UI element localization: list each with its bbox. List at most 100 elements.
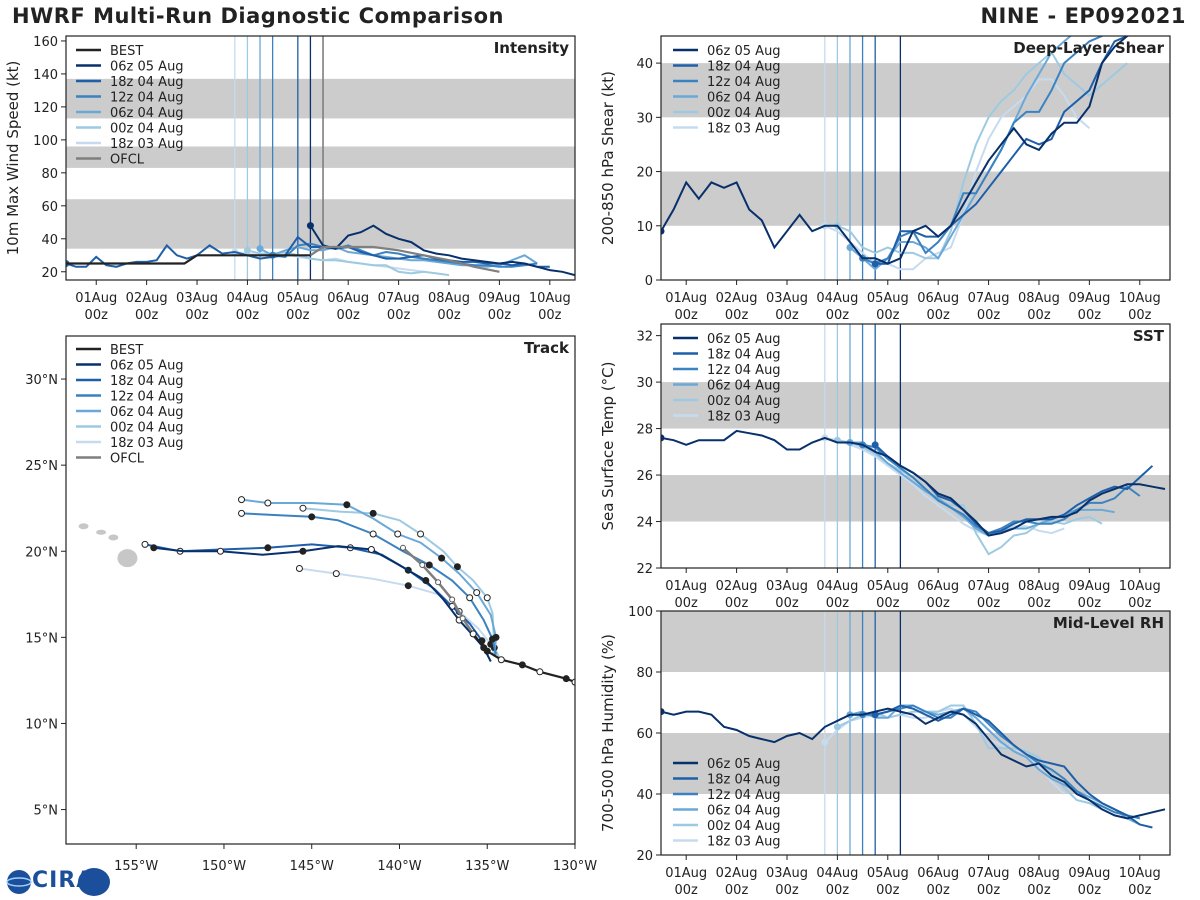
shear-series-3 bbox=[849, 36, 1073, 271]
sst-xtick-label: 10Aug bbox=[1119, 579, 1161, 594]
intensity-xtick-label: 00z bbox=[185, 308, 209, 323]
track-point bbox=[295, 564, 303, 572]
track-ofcl-point bbox=[435, 579, 442, 586]
sst-ytick-label: 26 bbox=[636, 469, 653, 484]
rh-xtick-label: 08Aug bbox=[1018, 866, 1060, 881]
island-shape bbox=[108, 534, 119, 541]
rh-xtick-label: 00z bbox=[926, 883, 950, 898]
shear-series-start-1 bbox=[871, 260, 879, 268]
shear-series-start-0 bbox=[661, 227, 665, 235]
shear-ytick-label: 40 bbox=[636, 57, 653, 72]
track-point bbox=[369, 509, 377, 517]
intensity-xtick-label: 00z bbox=[488, 308, 512, 323]
sst-series-0 bbox=[661, 429, 1166, 537]
sst-xtick-label: 00z bbox=[826, 596, 850, 611]
rh-xtick-label: 00z bbox=[725, 883, 749, 898]
track-point bbox=[264, 544, 272, 552]
shear-xtick-label: 09Aug bbox=[1068, 291, 1110, 306]
intensity-xtick-label: 03Aug bbox=[176, 291, 218, 306]
legend-label: OFCL bbox=[110, 153, 145, 168]
shear-xtick-label: 08Aug bbox=[1018, 291, 1060, 306]
legend-label: 00z 04 Aug bbox=[707, 819, 781, 834]
shear-band bbox=[661, 63, 1170, 118]
sst-xtick-label: 00z bbox=[876, 596, 900, 611]
intensity-title: Intensity bbox=[494, 39, 570, 57]
legend-label: 00z 04 Aug bbox=[707, 106, 781, 121]
rh-title: Mid-Level RH bbox=[1053, 614, 1164, 632]
sst-xtick-label: 02Aug bbox=[716, 579, 758, 594]
panel-sst: 22 24 26 28 30 32 01Aug 00z 02Aug 00z 03Aug 00z 04Au… bbox=[599, 323, 1171, 611]
legend-label: BEST bbox=[110, 343, 143, 358]
intensity-xtick-label: 00z bbox=[135, 308, 159, 323]
rh-xtick-label: 01Aug bbox=[665, 866, 707, 881]
intensity-frame bbox=[65, 35, 576, 281]
rh-xtick-label: 00z bbox=[876, 883, 900, 898]
rh-band bbox=[661, 611, 1170, 672]
rh-xtick-label: 07Aug bbox=[968, 866, 1010, 881]
intensity-xtick-label: 00z bbox=[286, 308, 310, 323]
track-series-2 bbox=[241, 512, 497, 655]
rh-xtick-label: 03Aug bbox=[766, 866, 808, 881]
track-point bbox=[367, 546, 375, 554]
legend-label: 06z 05 Aug bbox=[707, 44, 781, 59]
shear-xtick-label: 03Aug bbox=[766, 291, 808, 306]
intensity-ytick-label: 160 bbox=[33, 35, 58, 50]
intensity-xtick-label: 06Aug bbox=[327, 291, 369, 306]
rh-series-start-5 bbox=[821, 738, 829, 746]
shear-ytick-label: 20 bbox=[636, 166, 653, 181]
sst-xtick-label: 07Aug bbox=[968, 579, 1010, 594]
rh-ytick-label: 100 bbox=[628, 605, 653, 620]
track-best-point bbox=[518, 661, 526, 669]
sst-ytick-label: 24 bbox=[636, 516, 653, 531]
sst-xtick-label: 00z bbox=[775, 596, 799, 611]
cira-logo-emblem-icon bbox=[78, 868, 110, 896]
rh-xtick-label: 00z bbox=[977, 883, 1001, 898]
legend-label: 18z 03 Aug bbox=[707, 835, 781, 850]
intensity-ytick-label: 80 bbox=[41, 167, 58, 182]
track-point bbox=[489, 635, 497, 643]
rh-xtick-label: 00z bbox=[775, 883, 799, 898]
sst-series-2 bbox=[862, 443, 1141, 535]
intensity-xtick-label: 00z bbox=[85, 308, 109, 323]
rh-xtick-label: 00z bbox=[1128, 883, 1152, 898]
track-xtick-label: 155°W bbox=[114, 859, 158, 874]
track-xtick-label: 145°W bbox=[290, 859, 334, 874]
sst-xtick-label: 05Aug bbox=[867, 579, 909, 594]
shear-ylabel: 200-850 hPa Shear (kt) bbox=[599, 71, 617, 245]
shear-series-4 bbox=[837, 50, 1128, 260]
intensity-series-2 bbox=[272, 242, 538, 268]
track-xtick-label: 130°W bbox=[553, 859, 597, 874]
shear-title: Deep-Layer Shear bbox=[1013, 39, 1164, 57]
legend-label: OFCL bbox=[110, 452, 145, 467]
sst-ytick-label: 30 bbox=[636, 376, 653, 391]
rh-band bbox=[661, 733, 1170, 794]
intensity-band bbox=[66, 146, 575, 168]
track-point bbox=[417, 530, 425, 538]
intensity-series-start-3 bbox=[256, 245, 264, 253]
legend-label: 18z 03 Aug bbox=[110, 436, 184, 451]
island-shape bbox=[53, 513, 61, 519]
intensity-xtick-label: 02Aug bbox=[126, 291, 168, 306]
sst-xtick-label: 09Aug bbox=[1068, 579, 1110, 594]
track-ofcl-point bbox=[419, 562, 426, 569]
legend-label: 18z 04 Aug bbox=[707, 773, 781, 788]
shear-xtick-label: 00z bbox=[926, 308, 950, 323]
track-point bbox=[216, 547, 224, 555]
sst-ytick-label: 22 bbox=[636, 562, 653, 577]
shear-xtick-label: 00z bbox=[675, 308, 699, 323]
track-point bbox=[150, 544, 158, 552]
intensity-ytick-label: 20 bbox=[41, 266, 58, 281]
intensity-xtick-label: 00z bbox=[236, 308, 260, 323]
intensity-ytick-label: 60 bbox=[41, 200, 58, 215]
sst-series-3 bbox=[850, 441, 1115, 537]
intensity-ytick-label: 100 bbox=[33, 134, 58, 149]
track-point bbox=[473, 589, 481, 597]
intensity-ylabel: 10m Max Wind Speed (kt) bbox=[4, 61, 22, 256]
track-ytick-label: 30°N bbox=[25, 373, 58, 388]
shear-xtick-label: 07Aug bbox=[968, 291, 1010, 306]
legend-label: 06z 05 Aug bbox=[707, 332, 781, 347]
